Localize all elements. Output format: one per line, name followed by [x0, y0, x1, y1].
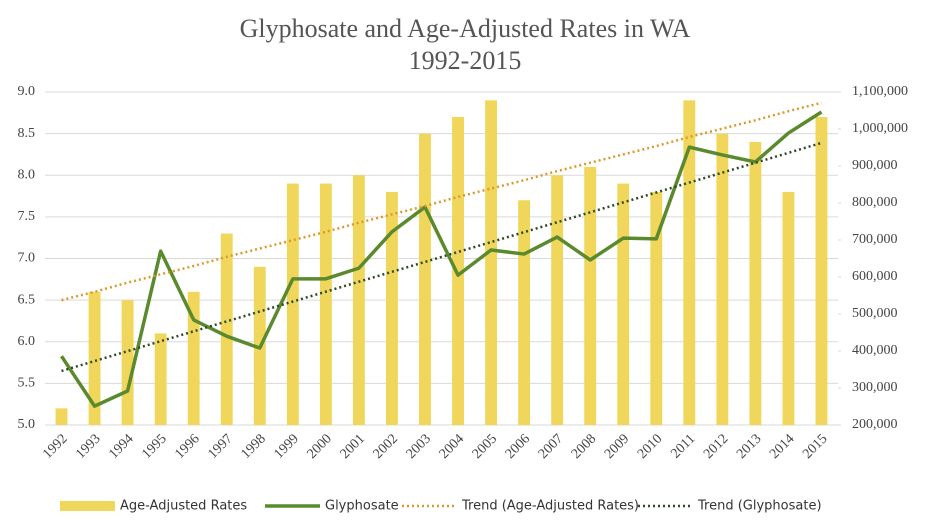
bar [617, 183, 630, 425]
x-tick-label: 2011 [668, 431, 698, 461]
legend-label: Trend (Age-Adjusted Rates) [461, 499, 639, 514]
bar [385, 191, 398, 425]
bar [352, 175, 365, 425]
x-tick-label: 2006 [503, 431, 533, 461]
x-tick-label: 1993 [73, 431, 103, 461]
legend-label: Trend (Glyphosate) [697, 499, 822, 514]
x-tick-label: 1996 [172, 431, 202, 461]
bar [716, 133, 729, 425]
y-tick-label: 5.5 [18, 376, 36, 391]
y-tick-label: 8.5 [18, 126, 36, 141]
bar [187, 291, 200, 425]
bar [452, 116, 464, 425]
legend-swatch [60, 501, 115, 511]
y2-tick-label: 200,000 [852, 417, 898, 432]
y2-tick-label: 300,000 [852, 380, 898, 395]
bar [782, 191, 795, 425]
y2-tick-label: 500,000 [852, 306, 898, 321]
y2-tick-label: 600,000 [852, 269, 898, 284]
x-tick-label: 1999 [272, 431, 302, 461]
bar [749, 141, 762, 425]
x-tick-label: 2000 [305, 431, 335, 461]
chart-title: Glyphosate and Age-Adjusted Rates in WA [240, 14, 691, 43]
y-tick-label: 7.5 [18, 209, 36, 224]
x-tick-label: 2001 [338, 431, 368, 461]
bar [419, 133, 431, 425]
bar [286, 183, 299, 425]
x-tick-label: 2012 [701, 431, 731, 461]
y2-tick-label: 700,000 [852, 232, 898, 247]
y-tick-label: 6.5 [18, 292, 36, 307]
x-tick-label: 2003 [404, 431, 434, 461]
y2-tick-label: 1,000,000 [852, 121, 908, 136]
y-tick-label: 5.0 [18, 417, 36, 432]
bar [815, 116, 828, 425]
x-tick-label: 2015 [800, 431, 830, 461]
bar [88, 291, 101, 425]
x-tick-label: 2004 [437, 431, 467, 461]
y-tick-label: 6.0 [18, 334, 36, 349]
trend-line [61, 141, 822, 373]
x-tick-label: 1997 [205, 431, 235, 461]
bar [319, 183, 332, 425]
x-tick-label: 2002 [371, 431, 401, 461]
trend-line [61, 101, 822, 302]
x-tick-label: 2009 [602, 431, 632, 461]
bar [518, 200, 531, 425]
y2-tick-label: 1,100,000 [852, 84, 908, 99]
bar [485, 100, 498, 425]
x-tick-label: 2008 [569, 431, 599, 461]
y-tick-label: 8.0 [18, 167, 36, 182]
y2-tick-label: 800,000 [852, 195, 898, 210]
bar [55, 408, 68, 425]
bar [121, 300, 134, 425]
y2-tick-label: 400,000 [852, 343, 898, 358]
x-tick-label: 2005 [470, 431, 500, 461]
x-tick-label: 1998 [238, 431, 268, 461]
bar [220, 233, 233, 425]
bar [650, 191, 663, 425]
x-tick-label: 2013 [734, 431, 764, 461]
x-tick-label: 2007 [536, 431, 566, 461]
x-tick-label: 1994 [106, 431, 136, 461]
bar [551, 175, 564, 425]
x-tick-label: 2010 [635, 431, 665, 461]
x-tick-label: 2014 [767, 431, 797, 461]
y-tick-label: 7.0 [18, 251, 36, 266]
y-tick-label: 9.0 [18, 84, 36, 99]
bar [154, 333, 167, 425]
bar [683, 100, 696, 425]
x-tick-label: 1992 [40, 431, 70, 461]
bar [584, 166, 597, 426]
line [60, 110, 823, 408]
legend-label: Glyphosate [325, 499, 399, 514]
y2-tick-label: 900,000 [852, 158, 898, 173]
legend-label: Age-Adjusted Rates [120, 499, 247, 514]
chart-subtitle: 1992-2015 [409, 46, 522, 75]
x-tick-label: 1995 [139, 431, 169, 461]
